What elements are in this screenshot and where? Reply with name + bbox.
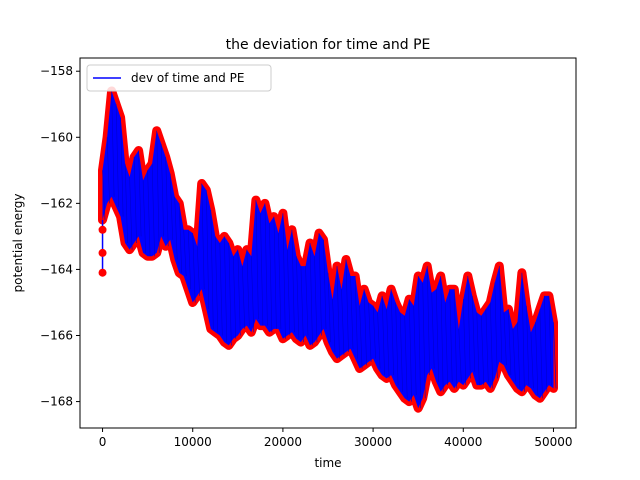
series-markers	[98, 219, 107, 277]
series-band	[98, 86, 558, 413]
x-tick-label: 10000	[174, 435, 212, 449]
chart-title: the deviation for time and PE	[226, 37, 431, 53]
y-tick-label: −158	[40, 64, 73, 78]
y-axis-label: potential energy	[11, 193, 25, 292]
y-axis: −168 −166 −164 −162 −160 −158	[40, 64, 80, 409]
y-tick-label: −162	[40, 196, 73, 210]
x-tick-label: 40000	[444, 435, 482, 449]
y-tick-label: −160	[40, 130, 73, 144]
plot-area	[98, 86, 558, 413]
y-tick-label: −164	[40, 262, 73, 276]
data-point	[98, 225, 107, 234]
data-point	[98, 248, 107, 257]
x-axis-label: time	[314, 456, 341, 470]
x-tick-label: 30000	[354, 435, 392, 449]
data-point	[98, 268, 107, 277]
y-tick-label: −166	[40, 329, 73, 343]
legend-box	[86, 64, 272, 92]
x-tick-label: 20000	[264, 435, 302, 449]
x-axis: 0 10000 20000 30000 40000 50000	[99, 428, 573, 449]
plot-frame	[79, 57, 577, 429]
x-tick-label: 50000	[534, 435, 572, 449]
x-tick-label: 0	[99, 435, 107, 449]
y-tick-label: −168	[40, 395, 73, 409]
legend: dev of time and PE	[86, 64, 272, 92]
series-oscillation	[102, 90, 557, 409]
series-line-band	[102, 91, 554, 409]
legend-label: dev of time and PE	[131, 71, 244, 85]
